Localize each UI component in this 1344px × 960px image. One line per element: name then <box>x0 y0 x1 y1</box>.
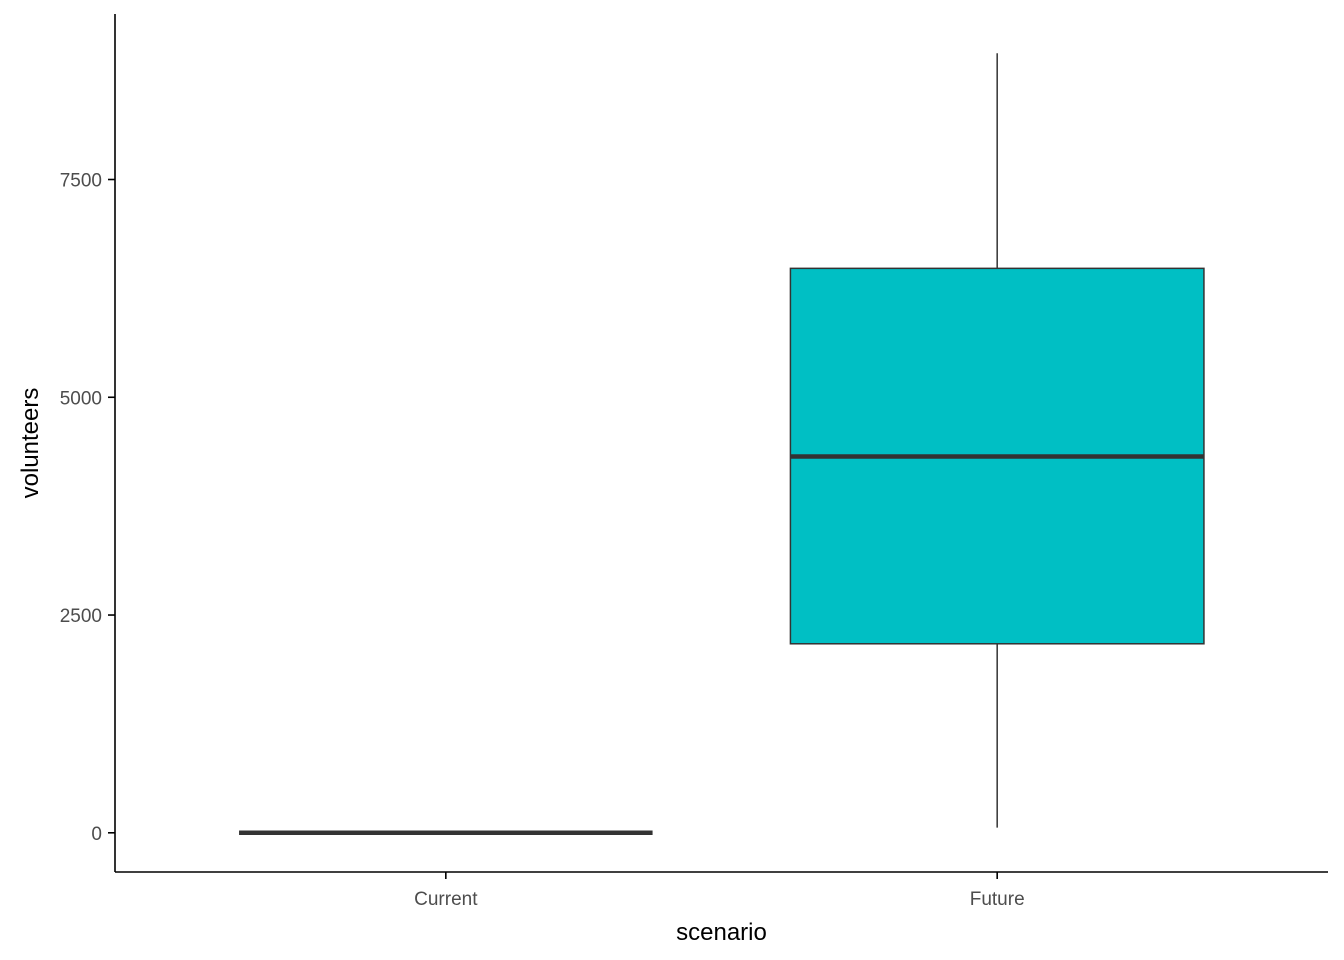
y-tick-label: 0 <box>91 824 102 845</box>
y-tick-label: 2500 <box>60 606 102 627</box>
y-axis-title: volunteers <box>17 388 44 499</box>
x-ticks: Current Future <box>414 872 1025 910</box>
y-tick-label: 5000 <box>60 388 102 409</box>
x-tick-label: Future <box>970 889 1025 910</box>
y-tick-label: 7500 <box>60 171 102 192</box>
box-future <box>789 53 1205 828</box>
x-tick-label: Current <box>414 889 478 910</box>
y-ticks: 0 2500 5000 7500 <box>60 171 115 845</box>
x-axis-title: scenario <box>676 919 767 946</box>
axes <box>114 14 1328 873</box>
plot-area <box>239 53 1205 836</box>
